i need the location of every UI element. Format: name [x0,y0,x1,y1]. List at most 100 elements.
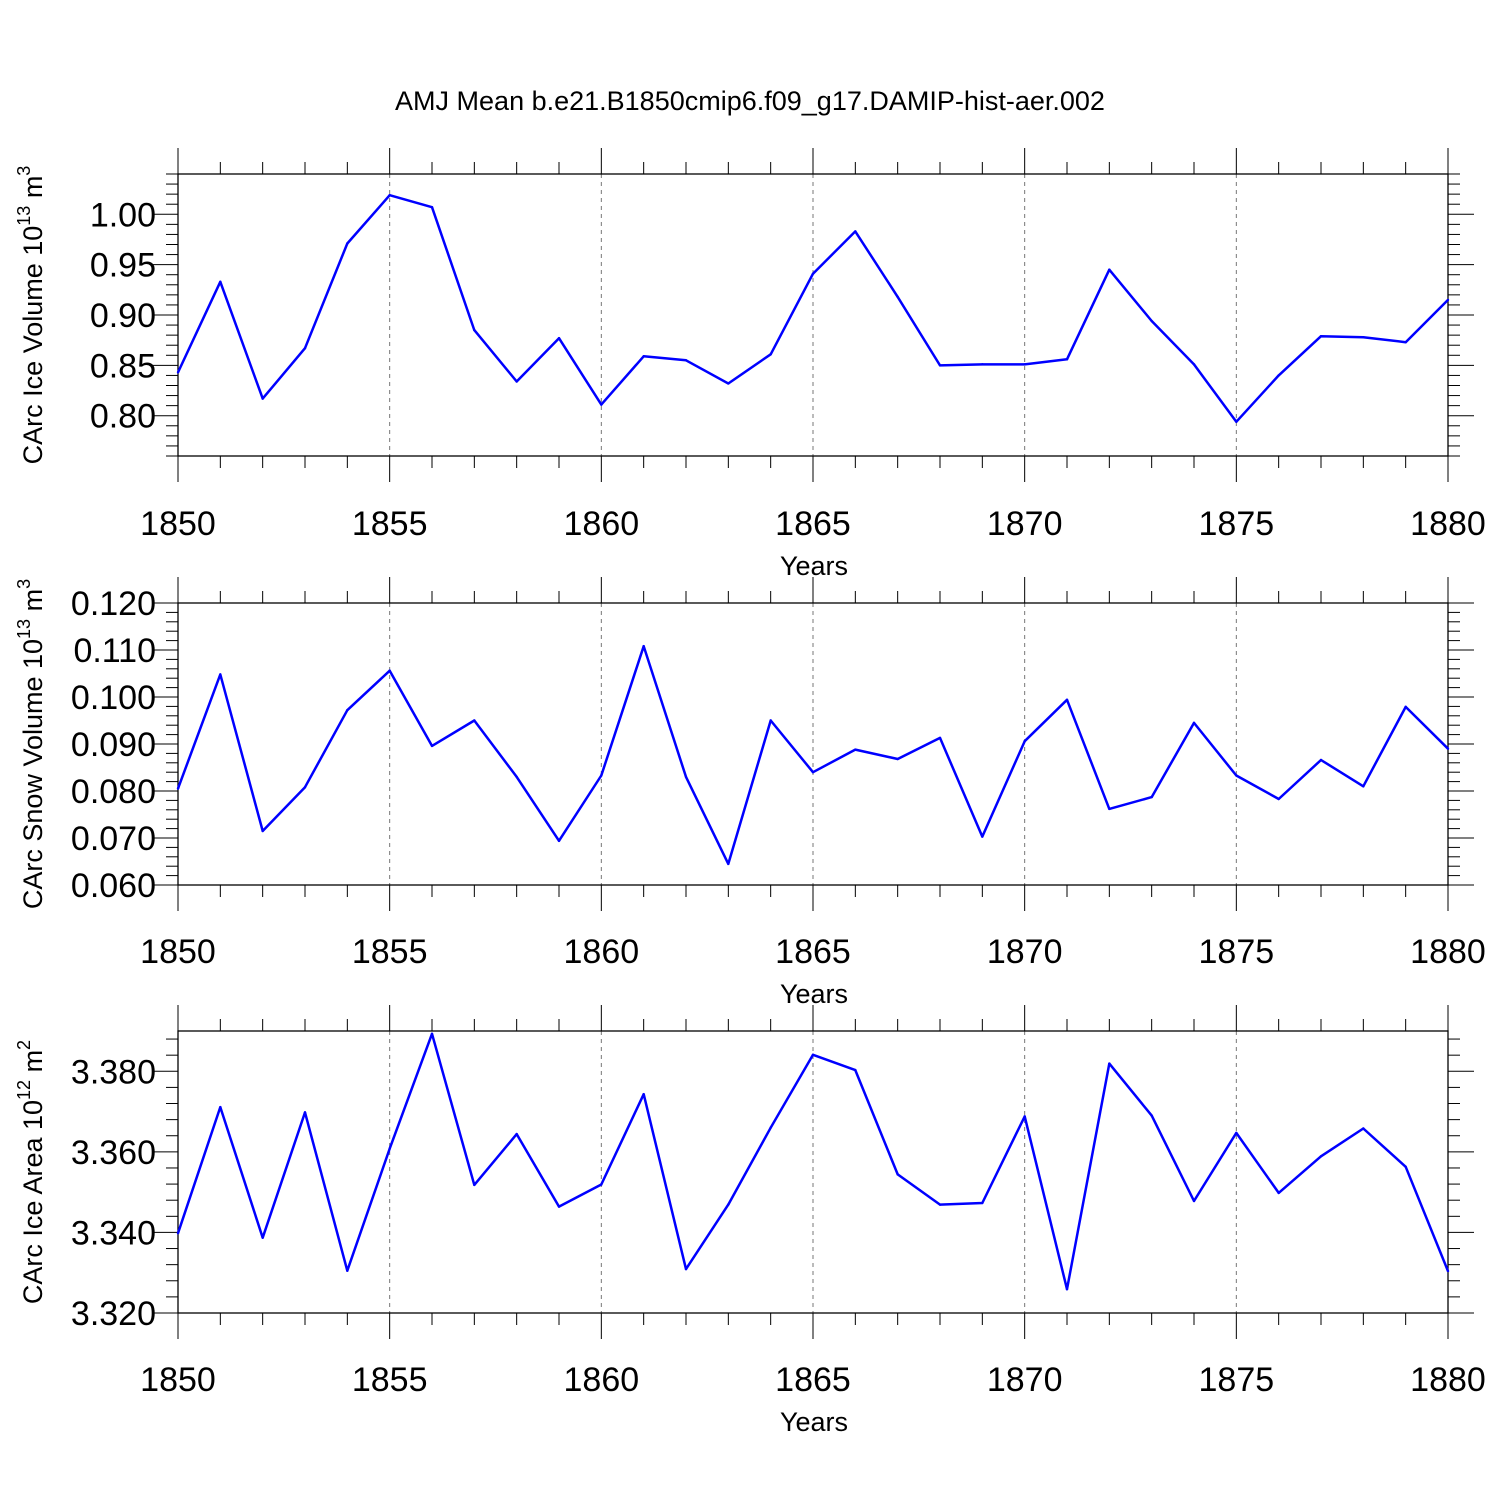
data-point [388,1147,391,1150]
data-point [811,771,815,774]
data-point [1277,374,1280,377]
data-point [303,347,307,350]
data-point [1235,774,1238,777]
y-tick-label: 0.080 [71,773,156,811]
y-tick-label: 0.80 [90,398,156,436]
plot-frame [177,173,1449,457]
y-tick-label: 0.060 [71,867,156,905]
x-tick-label: 1875 [1199,505,1275,543]
data-point [811,272,815,275]
data-point [1362,335,1365,339]
data-point [1235,1131,1238,1135]
panel-2: 1850 1855 1860 1865 1870 1875 1880 0.060 0.070 0.… [14,577,1486,1009]
y-tick-label: 0.090 [71,726,156,764]
plot-frame [177,1030,1449,1314]
data-point [1404,705,1407,709]
x-tick-label: 1875 [1199,1361,1275,1399]
x-tick-label: 1875 [1199,933,1275,971]
data-point [219,280,222,283]
data-point [346,1269,349,1272]
data-point [430,206,434,209]
y-tick-label: 0.070 [71,820,156,858]
data-point [1235,420,1238,423]
x-tick-label: 1850 [140,933,216,971]
panel-3: 1850 1855 1860 1865 1870 1875 1880 3.320 3.340 3.… [14,1005,1486,1437]
data-point [1023,739,1026,743]
data-point [346,242,349,245]
y-tick-label: 0.95 [90,247,156,285]
data-point [896,757,899,761]
data-point [1108,807,1111,811]
y-tick-label: 0.110 [73,632,156,670]
data-point [1446,1269,1450,1273]
panel-1: 1850 1855 1860 1865 1870 1875 1880 0.80 0.85 0.90… [14,148,1486,581]
x-axis-label: Years [780,979,848,1009]
data-point [684,775,688,779]
data-point [600,403,603,406]
x-tick-label: 1865 [775,505,851,543]
data-point [1319,1155,1323,1158]
x-tick-label: 1870 [987,933,1063,971]
plot-frame [177,602,1449,886]
data-point [1446,747,1450,750]
x-tick-label: 1860 [564,1361,640,1399]
y-tick-label: 0.120 [71,585,156,623]
x-tick-label: 1860 [564,933,640,971]
data-point [473,719,476,722]
data-point [769,1126,772,1129]
data-point [303,786,307,789]
data-point [769,719,772,722]
x-tick-label: 1880 [1410,1361,1486,1399]
data-point [303,1111,307,1114]
data-point [1150,795,1153,799]
data-point [1362,785,1365,788]
y-tick-label: 3.360 [71,1134,156,1172]
data-point [938,364,942,367]
data-point [938,736,942,740]
data-point [1277,1191,1280,1195]
y-tick-label: 0.90 [90,297,156,335]
data-point [854,748,857,751]
data-point [261,1236,264,1239]
data-point [261,397,264,400]
data-point [642,1093,645,1096]
data-point [811,1053,815,1056]
y-tick-label: 1.00 [90,196,156,234]
data-point [727,1203,730,1206]
data-point [515,1132,518,1136]
y-tick-label: 0.100 [71,679,156,717]
data-point [1150,319,1153,323]
data-point [1192,721,1196,725]
x-tick-label: 1850 [140,1361,216,1399]
data-point [854,230,857,233]
data-point [388,193,391,197]
y-tick-label: 3.320 [71,1295,156,1333]
data-point [1277,797,1280,801]
data-point [1108,1062,1111,1065]
y-axis-label: CArc Snow Volume 1013 m3 [14,579,48,909]
data-point [473,1183,476,1187]
data-point [176,787,180,790]
data-point [1150,1114,1153,1117]
data-point [642,645,645,648]
data-point [430,744,434,748]
data-point [515,380,518,383]
data-point [473,328,476,332]
data-point [176,1232,180,1235]
data-point [896,1173,899,1176]
data-point [854,1068,857,1072]
data-point [684,359,688,362]
y-tick-label: 3.340 [71,1214,156,1252]
data-point [981,1201,984,1205]
data-point [1362,1127,1365,1130]
data-point [346,708,349,712]
data-point [219,673,222,676]
data-point [1192,363,1196,366]
x-tick-label: 1865 [775,933,851,971]
data-point [515,775,518,779]
x-tick-label: 1860 [564,505,640,543]
data-point [727,382,730,385]
data-point [981,363,984,366]
data-point [981,835,984,838]
